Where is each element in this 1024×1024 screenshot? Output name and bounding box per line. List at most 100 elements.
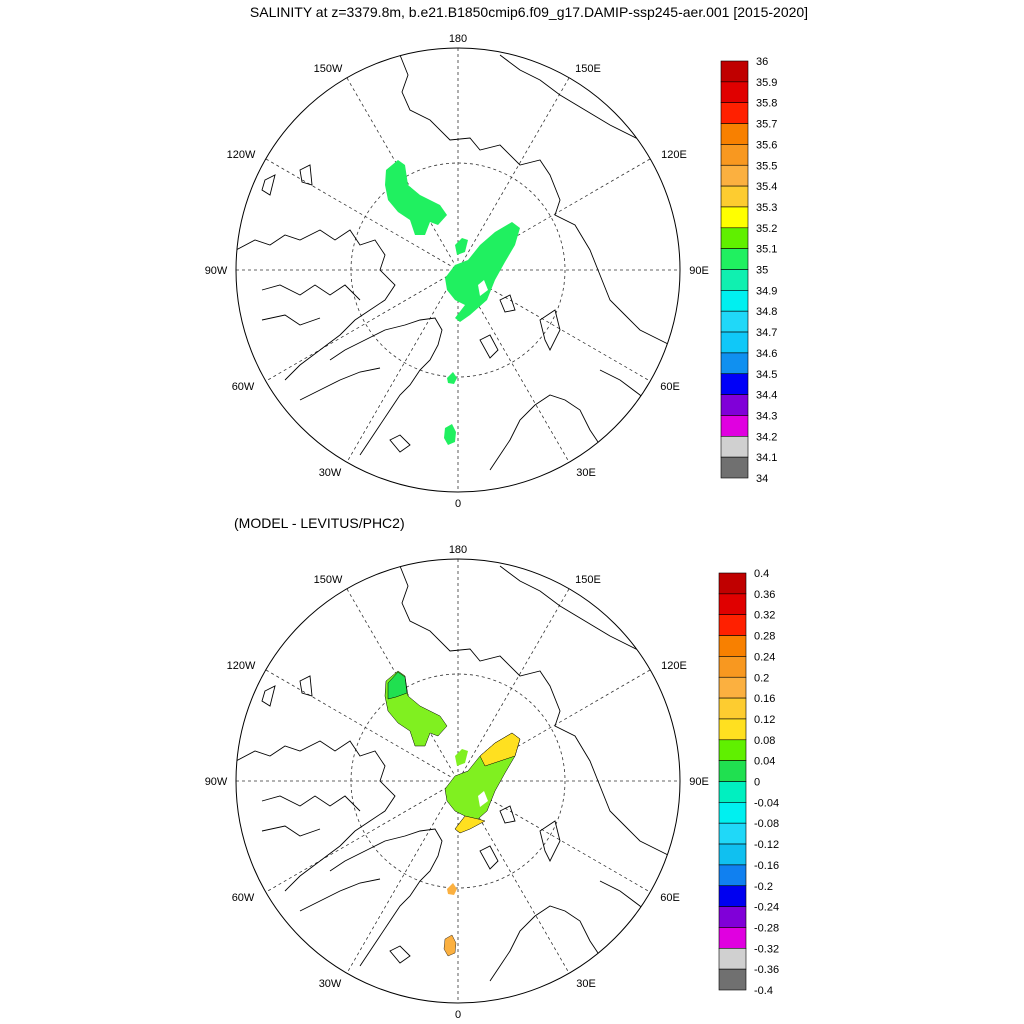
salinity-colorbar-tick-label: 35.6 (756, 139, 777, 151)
difference-colorbar-tick-label: -0.04 (754, 797, 779, 809)
figure-title: SALINITY at z=3379.8m, b.e21.B1850cmip6.… (250, 4, 808, 20)
lon-label-90e: 90E (689, 265, 709, 277)
difference-colorbar-tick-label: 0 (754, 777, 760, 789)
difference-colorbar-swatch (718, 843, 747, 866)
salinity-colorbar-tick-label: 35.9 (756, 77, 777, 89)
salinity-colorbar-tick-label: 35.4 (756, 181, 777, 193)
difference-colorbar-tick-label: 0.12 (754, 714, 775, 726)
lon-label-90w: 90W (205, 265, 228, 277)
salinity-colorbar-tick-label: 34.9 (756, 285, 777, 297)
salinity-polar-map: 180 150E 120E 90E 60E 30E 0 30W 60W 90W … (205, 33, 709, 510)
salinity-colorbar-tick-label: 34.1 (756, 452, 777, 464)
difference-colorbar-swatch (718, 927, 747, 949)
salinity-colorbar-swatch (720, 102, 749, 124)
salinity-colorbar-tick-label: 34.6 (756, 348, 777, 360)
difference-colorbar-tick-label: 0.04 (754, 756, 775, 768)
salinity-colorbar-swatch (720, 60, 749, 83)
difference-colorbar-swatch (718, 718, 747, 741)
difference-colorbar-tick-label: -0.16 (754, 860, 779, 872)
salinity-colorbar-tick-label: 35.5 (756, 160, 777, 172)
lon-label-90e: 90E (689, 776, 709, 788)
salinity-colorbar-tick-label: 34.7 (756, 327, 777, 339)
difference-colorbar-tick-label: -0.08 (754, 818, 779, 830)
salinity-colorbar-swatch (720, 144, 749, 166)
lon-label-120e: 120E (661, 660, 687, 672)
difference-colorbar-swatch (718, 864, 747, 887)
salinity-colorbar-tick-label: 35.3 (756, 202, 777, 214)
map-frame (235, 47, 681, 493)
lon-label-150w: 150W (314, 574, 343, 586)
difference-colorbar-swatch (718, 635, 747, 657)
salinity-colorbar-tick-label: 35.1 (756, 244, 777, 256)
difference-colorbar-tick-label: 0.32 (754, 610, 775, 622)
salinity-colorbar-swatch (720, 185, 749, 208)
difference-colorbar-swatch (718, 593, 747, 615)
salinity-colorbar-tick-label: 36 (756, 56, 768, 68)
difference-colorbar-swatch (718, 572, 747, 595)
lon-label-150e: 150E (575, 63, 601, 75)
lon-label-150e: 150E (575, 574, 601, 586)
salinity-colorbar-swatch (720, 123, 749, 145)
salinity-colorbar-swatch (720, 331, 749, 354)
lon-label-60e: 60E (660, 892, 680, 904)
salinity-colorbar-tick-label: 35.2 (756, 223, 777, 235)
salinity-field (385, 160, 520, 445)
difference-colorbar-swatch (718, 676, 747, 699)
salinity-colorbar-tick-label: 34.4 (756, 390, 777, 402)
lon-label-120e: 120E (661, 149, 687, 161)
difference-colorbar-tick-label: 0.24 (754, 651, 775, 663)
salinity-colorbar-tick-label: 34.5 (756, 369, 777, 381)
lon-label-0: 0 (455, 498, 461, 510)
lon-label-0: 0 (455, 1009, 461, 1021)
lon-label-30e: 30E (576, 467, 596, 479)
salinity-colorbar-swatch (720, 269, 749, 291)
lon-label-120w: 120W (227, 660, 256, 672)
coastlines (236, 54, 680, 471)
difference-colorbar-swatch (718, 781, 747, 803)
lon-label-180: 180 (449, 544, 467, 556)
difference-colorbar-swatch (718, 802, 747, 824)
lon-label-180: 180 (449, 33, 467, 45)
salinity-colorbar-swatch (720, 373, 749, 395)
coastlines (236, 565, 680, 982)
salinity-colorbar-swatch (720, 290, 749, 312)
difference-polar-map: 180 150E 120E 90E 60E 30E 0 30W 60W 90W … (205, 544, 709, 1021)
salinity-colorbar-tick-label: 34.3 (756, 410, 777, 422)
map-frame (235, 558, 681, 1004)
difference-colorbar-tick-label: -0.24 (754, 902, 779, 914)
salinity-colorbar: 36 35.9 35.8 35.7 35.6 35.5 35.4 35.3 35.2 35.1 35… (720, 56, 777, 485)
difference-colorbar-swatch (718, 885, 747, 907)
lon-label-60w: 60W (232, 892, 255, 904)
difference-colorbar-tick-label: -0.36 (754, 964, 779, 976)
salinity-colorbar-swatch (720, 456, 749, 479)
lon-label-30w: 30W (319, 978, 342, 990)
difference-colorbar-tick-label: -0.28 (754, 922, 779, 934)
difference-colorbar-tick-label: -0.12 (754, 839, 779, 851)
difference-colorbar-tick-label: 0.28 (754, 631, 775, 643)
salinity-colorbar-swatch (720, 415, 749, 437)
lon-label-30e: 30E (576, 978, 596, 990)
difference-colorbar-tick-label: 0.2 (754, 672, 769, 684)
salinity-colorbar-tick-label: 35 (756, 265, 768, 277)
difference-colorbar-tick-label: 0.4 (754, 568, 769, 580)
difference-colorbar-swatch (718, 947, 747, 970)
difference-colorbar-swatch (718, 697, 747, 720)
difference-colorbar-tick-label: 0.36 (754, 589, 775, 601)
difference-colorbar-tick-label: -0.32 (754, 943, 779, 955)
lon-label-60e: 60E (660, 381, 680, 393)
difference-colorbar-swatch (718, 739, 747, 761)
difference-colorbar-swatch (718, 656, 747, 678)
difference-colorbar-swatch (718, 906, 747, 928)
difference-colorbar-swatch (718, 614, 747, 636)
difference-colorbar-swatch (718, 968, 747, 991)
salinity-colorbar-tick-label: 34.8 (756, 306, 777, 318)
longitude-labels: 180 150E 120E 90E 60E 30E 0 30W 60W 90W … (205, 33, 709, 510)
salinity-colorbar-tick-label: 35.8 (756, 98, 777, 110)
salinity-colorbar-swatch (720, 248, 749, 270)
salinity-colorbar-swatch (720, 81, 749, 103)
salinity-colorbar-swatch (720, 227, 749, 249)
lon-label-90w: 90W (205, 776, 228, 788)
salinity-colorbar-swatch (720, 435, 749, 458)
difference-colorbar-swatch (718, 760, 747, 782)
difference-field (384, 670, 521, 957)
